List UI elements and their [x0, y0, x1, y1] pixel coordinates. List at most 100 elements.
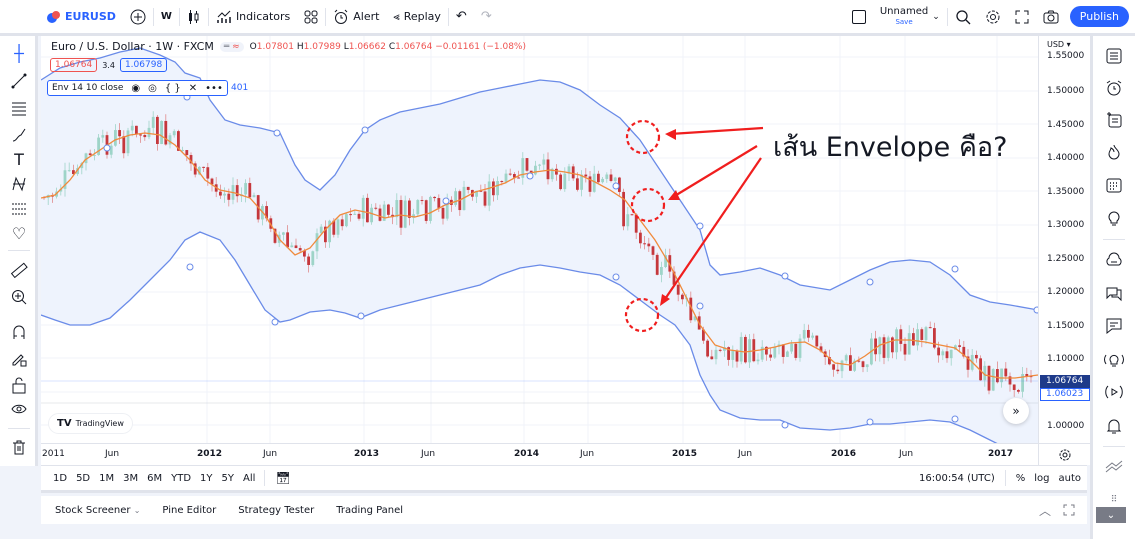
more-icon[interactable]: ••• [205, 82, 223, 94]
chart-type-button[interactable] [180, 0, 208, 33]
price-chart[interactable] [41, 36, 1038, 443]
scroll-to-realtime-button[interactable]: » [1003, 398, 1029, 424]
range-6m[interactable]: 6M [147, 472, 163, 484]
separator [178, 7, 180, 26]
auto-toggle[interactable]: auto [1058, 472, 1081, 484]
chevron-down-icon: ⌄ [932, 11, 940, 22]
publish-button[interactable]: Publish [1069, 6, 1129, 27]
alert-label: Alert [353, 10, 380, 23]
eye-icon[interactable] [8, 399, 30, 421]
price-label: 1.40000 [1047, 153, 1085, 163]
price-label: 1.15000 [1047, 321, 1085, 331]
indicators-button[interactable]: Indicators [209, 0, 297, 33]
trend-line-icon[interactable] [8, 70, 30, 92]
tab-strategy-tester[interactable]: Strategy Tester [238, 504, 315, 516]
currency-select[interactable]: USD ▾ [1047, 40, 1071, 49]
chats-icon[interactable] [1102, 281, 1126, 305]
alert-button[interactable]: Alert [326, 0, 386, 33]
text-tool-icon[interactable]: T [14, 149, 24, 169]
chart-pane[interactable]: Euro / U.S. Dollar · 1W · FXCM ═ ≈ O1.07… [41, 36, 1087, 491]
fullscreen-button[interactable] [1008, 0, 1036, 33]
symbol-button[interactable]: EURUSD [38, 0, 123, 33]
range-1y[interactable]: 1Y [200, 472, 213, 484]
pattern-icon[interactable] [8, 173, 30, 195]
log-toggle[interactable]: log [1034, 472, 1050, 484]
heart-icon[interactable]: ♡ [11, 223, 27, 243]
time-label: 2017 [988, 449, 1014, 459]
trash-icon[interactable] [8, 436, 30, 458]
range-5y[interactable]: 5Y [221, 472, 235, 484]
zoom-in-icon[interactable] [8, 286, 30, 308]
axis-settings-button[interactable] [1038, 443, 1090, 465]
messages-icon[interactable] [1102, 314, 1126, 338]
range-5d[interactable]: 5D [76, 472, 91, 484]
undo-button[interactable]: ↶ [449, 0, 474, 33]
go-to-date-icon[interactable]: 📅︎ [275, 471, 291, 485]
symbol-title[interactable]: Euro / U.S. Dollar · 1W · FXCM [51, 40, 214, 53]
screenshot-button[interactable] [1036, 0, 1066, 33]
sell-price-button[interactable]: 1.06764 [50, 58, 98, 72]
spread-value: 3.4 [102, 60, 115, 70]
eye-icon[interactable]: ◉ [131, 82, 141, 94]
ruler-icon[interactable] [8, 259, 30, 281]
annotation-text: เส้น Envelope คือ? [773, 132, 1008, 163]
redo-button[interactable]: ↷ [474, 0, 499, 33]
percent-toggle[interactable]: % [1015, 472, 1026, 484]
separator [152, 7, 154, 26]
hotlist-flame-icon[interactable] [1102, 140, 1126, 164]
dom-icon[interactable]: ⠿ [1110, 495, 1118, 505]
range-3m[interactable]: 3M [123, 472, 139, 484]
envelope-lower-band [41, 231, 998, 443]
fib-retracement-icon[interactable] [8, 98, 30, 120]
search-button[interactable] [948, 0, 978, 33]
tab-stock-screener[interactable]: Stock Screener ⌄ [55, 504, 141, 516]
crosshair-icon[interactable]: ┼ [14, 43, 24, 63]
candles-icon [188, 9, 199, 24]
buy-price-button[interactable]: 1.06798 [119, 58, 168, 72]
calendar-icon[interactable] [1102, 173, 1126, 197]
interval-button[interactable]: W [154, 0, 179, 33]
streams-icon[interactable] [1102, 380, 1126, 404]
remove-icon[interactable]: ✕ [188, 82, 198, 94]
price-axis[interactable]: USD ▾ 1.55000 1.50000 1.45000 1.40000 1.… [1038, 36, 1090, 443]
range-1m[interactable]: 1M [99, 472, 115, 484]
tab-pine-editor[interactable]: Pine Editor [162, 504, 217, 516]
clock-timezone[interactable]: 16:00:54 (UTC) [919, 472, 995, 484]
scroll-down-button[interactable]: ⌄ [1096, 507, 1126, 523]
tab-trading-panel[interactable]: Trading Panel [336, 504, 404, 516]
watchlist-icon[interactable] [1102, 44, 1126, 68]
range-1d[interactable]: 1D [53, 472, 68, 484]
help-chevrons-icon[interactable] [1102, 456, 1126, 480]
compare-button[interactable] [123, 0, 153, 33]
notifications-bell-icon[interactable] [1102, 414, 1126, 438]
range-all[interactable]: All [243, 472, 256, 484]
layout-select-checkbox[interactable] [845, 0, 873, 33]
indicators-icon [217, 10, 231, 23]
chat-cloud-icon[interactable] [1102, 249, 1126, 273]
collapse-panel-icon[interactable]: ︿ [1038, 503, 1051, 518]
source-code-icon[interactable]: { } [164, 82, 181, 94]
time-label: Jun [738, 449, 753, 459]
magnet-icon[interactable] [8, 321, 30, 343]
search-icon [956, 9, 971, 24]
legend-mode-toggle[interactable]: ═ ≈ [219, 41, 244, 52]
time-axis[interactable]: 2011 Jun 2012 Jun 2013 Jun 2014 Jun 2015… [41, 443, 1038, 465]
range-ytd[interactable]: YTD [171, 472, 192, 484]
divider [1103, 446, 1125, 447]
templates-button[interactable] [297, 0, 325, 33]
indicator-legend-env[interactable]: Env 14 10 close ◉ ◎ { } ✕ ••• [47, 80, 228, 96]
lock-drawings-icon[interactable] [8, 348, 30, 370]
prediction-icon[interactable] [8, 198, 30, 220]
tips-lightbulb-icon[interactable] [1102, 347, 1126, 371]
settings-button[interactable] [978, 0, 1008, 33]
object-tree-icon[interactable] [1102, 108, 1126, 132]
maximize-panel-icon[interactable] [1063, 504, 1075, 516]
unlock-icon[interactable] [8, 374, 30, 396]
layout-name-button[interactable]: Unnamed Save ⌄ [873, 0, 947, 33]
brush-icon[interactable] [8, 124, 30, 146]
replay-button[interactable]: ⪡ Replay [386, 0, 447, 33]
ideas-lightbulb-icon[interactable] [1102, 206, 1126, 230]
settings-icon[interactable]: ◎ [148, 82, 157, 94]
alerts-icon[interactable] [1102, 76, 1126, 100]
tradingview-logo[interactable]: TV TradingView [48, 413, 133, 434]
